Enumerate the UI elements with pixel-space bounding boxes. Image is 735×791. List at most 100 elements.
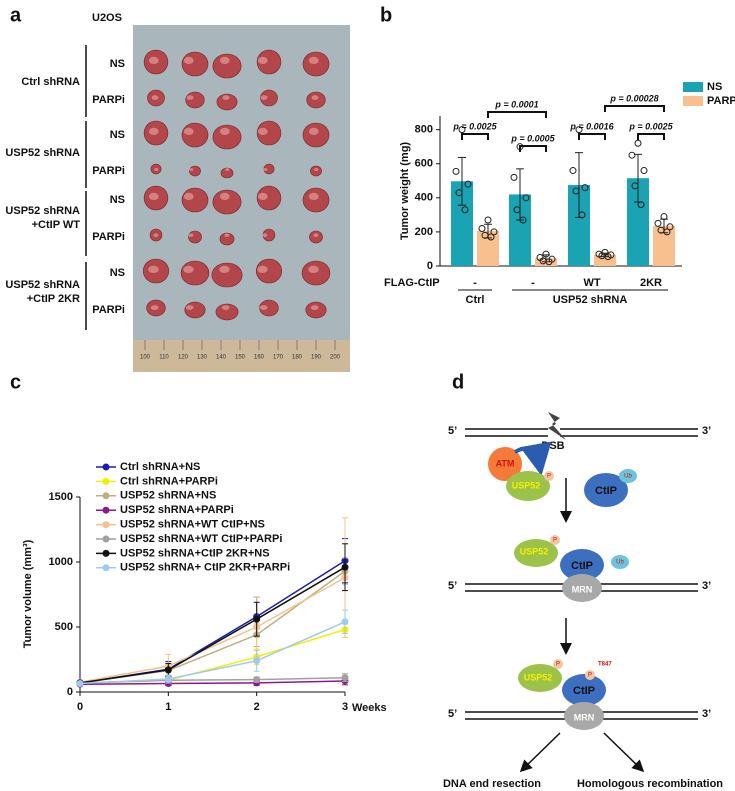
tumor <box>306 91 326 109</box>
usp52-label: USP52 <box>520 546 549 556</box>
series-line <box>79 680 346 685</box>
group-label: +CtIP 2KR <box>27 293 80 305</box>
bar <box>451 181 473 266</box>
x-axis-label: Weeks <box>352 702 387 714</box>
tumor-highlight <box>313 233 319 237</box>
tumor-highlight <box>188 233 194 237</box>
tumor-highlight <box>183 56 194 64</box>
legend-label: USP52 shRNA+CtIP 2KR+NS <box>120 547 270 559</box>
tumor-highlight <box>219 56 230 64</box>
tumor-highlight <box>310 305 319 310</box>
data-point <box>666 223 674 231</box>
data-point <box>253 676 261 684</box>
tumor <box>259 299 279 317</box>
mrn <box>562 574 602 602</box>
annotation: p = 0.0025 <box>628 121 673 131</box>
legend-label: USP52 shRNA+WT CtIP+NS <box>120 519 265 531</box>
tumor <box>184 301 206 319</box>
tumor <box>212 53 242 79</box>
tumor-highlight <box>308 265 319 273</box>
tumor <box>256 49 282 75</box>
panel-a: a U2OS Ctrl shRNA NS PARPi USP52 shRNA NS PAR… <box>5 4 350 372</box>
legend-marker <box>102 492 110 500</box>
tumor <box>256 185 282 211</box>
end-label: 3’ <box>702 425 711 437</box>
data-point <box>640 167 648 175</box>
data-point <box>513 206 521 214</box>
x-row-label: FLAG-CtIP <box>384 277 440 289</box>
usp52-label: USP52 <box>512 480 541 490</box>
group-label: Ctrl <box>466 294 485 306</box>
annotation: p = 0.0025 <box>452 121 497 131</box>
tumor-highlight <box>186 95 194 100</box>
tumor <box>180 260 210 286</box>
tumor-highlight <box>185 305 194 310</box>
data-point <box>628 151 636 159</box>
data-point <box>545 258 553 266</box>
ctip <box>560 549 604 581</box>
data-point <box>575 126 583 134</box>
bar <box>653 225 675 266</box>
y-tick-label: 800 <box>415 124 433 136</box>
treatment-label: NS <box>110 267 125 279</box>
data-point <box>637 201 645 209</box>
atm <box>488 447 522 481</box>
treatment-label: PARPi <box>92 165 125 177</box>
group-label: USP52 shRNA <box>5 147 80 159</box>
tumor-highlight <box>150 305 159 310</box>
x-tick-label: 2KR <box>640 277 662 289</box>
group-label: +CtIP WT <box>32 219 81 231</box>
bar <box>509 194 531 266</box>
tumor-highlight <box>151 95 159 100</box>
data-point <box>604 253 612 261</box>
group-label: USP52 shRNA <box>5 279 80 291</box>
ub-label: Ub <box>624 474 632 480</box>
data-point <box>484 216 492 224</box>
break-icon <box>548 412 566 440</box>
arrow <box>603 732 645 773</box>
photo <box>133 25 350 343</box>
x-tick-label: - <box>531 277 535 289</box>
ruler-label: 140 <box>216 355 227 361</box>
x-tick-label: 2 <box>254 701 260 713</box>
ruler-label: 200 <box>330 355 341 361</box>
ruler <box>133 340 350 372</box>
dsb-label: DSB <box>541 440 564 452</box>
ruler-label: 100 <box>140 355 151 361</box>
series-line <box>79 576 346 683</box>
annotation: p = 0.00028 <box>609 93 658 103</box>
series-line <box>79 560 346 684</box>
tumor <box>302 122 330 148</box>
arrow <box>519 732 561 773</box>
legend-label: NS <box>707 81 722 93</box>
tumor <box>215 303 239 321</box>
tumor-highlight <box>221 305 230 310</box>
tumor-highlight <box>219 192 230 200</box>
end-label: 3’ <box>702 580 711 592</box>
ub <box>619 469 637 483</box>
bracket <box>637 133 665 140</box>
phospho-label: P <box>547 474 551 480</box>
tumor-highlight <box>257 265 268 273</box>
y-tick-label: 0 <box>67 686 73 698</box>
bracket <box>461 133 489 140</box>
treatment-label: NS <box>110 194 125 206</box>
tumor <box>220 167 234 179</box>
phospho-label: P <box>553 538 557 544</box>
tumor-highlight <box>263 168 268 171</box>
cell-line: U2OS <box>92 12 122 24</box>
data-point <box>164 675 172 683</box>
annotation: p = 0.0005 <box>510 133 555 143</box>
phospho-label: P <box>556 662 560 668</box>
panel-d: d 5’ 3’ DSB 5’ 3’ 5’ 3’ ATM USP52 P CtIP… <box>443 371 723 790</box>
ctip-label: CtIP <box>595 485 617 497</box>
end-label: 5’ <box>448 425 457 437</box>
ruler-label: 120 <box>178 355 189 361</box>
treatment-label: PARPi <box>92 94 125 106</box>
y-tick-label: 500 <box>55 621 73 633</box>
tumor-highlight <box>257 192 268 200</box>
y-tick-label: 1500 <box>49 491 73 503</box>
error-bar <box>458 156 466 206</box>
legend-marker <box>102 535 110 543</box>
tumor-highlight <box>183 127 194 135</box>
